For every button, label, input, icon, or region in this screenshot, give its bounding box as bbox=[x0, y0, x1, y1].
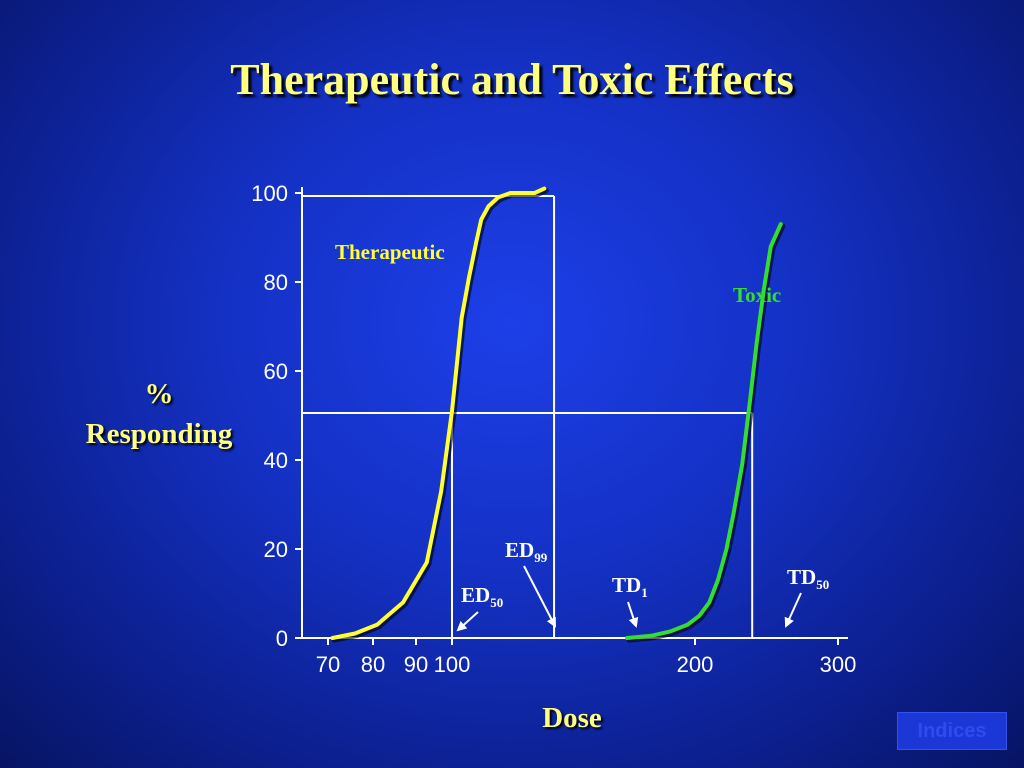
y-tick-label: 0 bbox=[276, 626, 288, 651]
series-label-toxic: Toxic bbox=[733, 283, 781, 307]
x-tick-label: 80 bbox=[361, 652, 385, 677]
annotation-td50-arrow bbox=[784, 592, 802, 628]
x-tick-label: 100 bbox=[434, 652, 471, 677]
y-tick-label: 60 bbox=[264, 359, 288, 384]
y-axis-label: % Responding bbox=[64, 374, 254, 454]
annotation-ed99-main: ED bbox=[505, 538, 534, 562]
y-tick-label: 40 bbox=[264, 448, 288, 473]
series-label-therapeutic: Therapeutic bbox=[335, 240, 445, 264]
annotation-td1-main: TD bbox=[612, 573, 641, 597]
y-axis-label-line2: Responding bbox=[85, 418, 233, 450]
annotation-td50: TD50 bbox=[787, 565, 829, 592]
annotation-td1: TD1 bbox=[612, 573, 648, 600]
annotation-ed50-arrow bbox=[456, 611, 479, 632]
x-axis-label: Dose bbox=[542, 702, 602, 734]
x-tick-label: 200 bbox=[677, 652, 714, 677]
toxic-curve bbox=[625, 222, 783, 640]
x-tick-label: 90 bbox=[404, 652, 428, 677]
annotation-ed99: ED99 bbox=[505, 538, 548, 565]
annotation-ed99-sub: 99 bbox=[534, 550, 548, 565]
page-title: Therapeutic and Toxic Effects bbox=[230, 55, 794, 104]
y-axis-label-line1: % bbox=[144, 378, 174, 410]
y-tick-label: 100 bbox=[251, 181, 288, 206]
annotation-ed99-arrow bbox=[523, 565, 556, 628]
y-tick-label: 80 bbox=[264, 270, 288, 295]
therapeutic-curve bbox=[330, 186, 547, 640]
annotation-ed50-sub: 50 bbox=[490, 595, 503, 610]
annotation-ed50: ED50 bbox=[461, 583, 503, 610]
annotation-ed50-main: ED bbox=[461, 583, 490, 607]
toxic-curve-shadow bbox=[626, 223, 786, 643]
y-tick-label: 20 bbox=[264, 537, 288, 562]
x-tick-label: 300 bbox=[820, 652, 857, 677]
annotation-td50-sub: 50 bbox=[816, 577, 829, 592]
x-tick-label: 70 bbox=[316, 652, 340, 677]
indices-button[interactable]: Indices bbox=[897, 712, 1007, 750]
annotation-td50-main: TD bbox=[787, 565, 816, 589]
annotation-td1-arrow bbox=[627, 601, 639, 628]
annotation-td1-sub: 1 bbox=[641, 585, 648, 600]
